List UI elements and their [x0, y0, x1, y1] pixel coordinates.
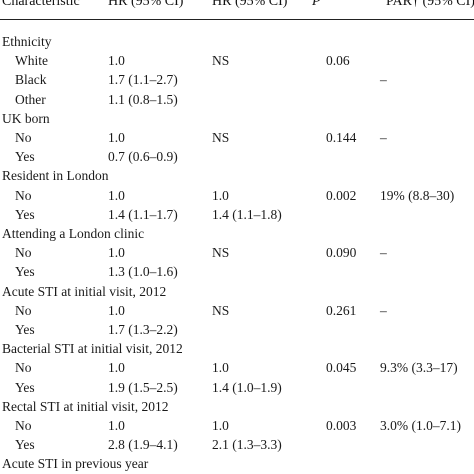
row-label: White — [15, 53, 48, 69]
header-hr-adjusted: HR (95% CI) — [212, 0, 288, 9]
row-label: Yes — [15, 264, 35, 280]
hr-unadjusted-cell: 1.0 — [108, 53, 125, 69]
par-cell: 19% (8.8–30) — [380, 187, 455, 203]
row-label: Yes — [15, 322, 35, 337]
row-label: Resident in London — [2, 168, 109, 184]
hr-adjusted-cell: NS — [212, 53, 230, 69]
row-label: Acute STI at initial visit, 2012 — [2, 283, 167, 299]
row-label: Attending a London clinic — [2, 226, 145, 241]
hr-unadjusted-cell: 2.8 (1.9–4.1) — [108, 437, 178, 453]
row-label: No — [15, 130, 32, 145]
hr-adjusted-cell: 2.1 (1.3–3.3) — [212, 437, 282, 453]
p-value-cell: 0.045 — [326, 360, 357, 376]
hr-unadjusted-cell: 0.7 (0.6–0.9) — [108, 149, 178, 165]
row-label: Rectal STI at initial visit, 2012 — [2, 398, 169, 414]
hr-unadjusted-cell: 1.0 — [108, 130, 125, 145]
row-label: No — [15, 360, 32, 376]
par-cell: – — [380, 245, 387, 261]
hr-adjusted-cell: 1.4 (1.1–1.8) — [212, 206, 282, 222]
hr-unadjusted-cell: 1.7 (1.1–2.7) — [108, 72, 178, 88]
row-label: Yes — [15, 379, 35, 395]
row-label: UK born — [2, 110, 50, 126]
hr-adjusted-cell: 1.0 — [212, 418, 229, 433]
hr-unadjusted-cell: 1.0 — [108, 187, 125, 203]
row-label: Yes — [15, 206, 35, 222]
row-label: Ethnicity — [2, 34, 52, 49]
par-cell: 9.3% (3.3–17) — [380, 360, 458, 376]
hr-unadjusted-cell: 1.0 — [108, 245, 125, 261]
hr-adjusted-cell: NS — [212, 245, 230, 261]
p-value-cell: 0.002 — [326, 187, 357, 203]
hr-adjusted-cell: NS — [212, 302, 230, 318]
p-value-cell: 0.003 — [326, 418, 357, 433]
hr-adjusted-cell: 1.4 (1.0–1.9) — [212, 379, 282, 395]
hr-unadjusted-cell: 1.7 (1.3–2.2) — [108, 322, 178, 337]
row-label: No — [15, 418, 32, 433]
p-value-cell: 0.090 — [326, 245, 357, 261]
header-p-value: P — [312, 0, 321, 9]
row-label: No — [15, 245, 32, 261]
header-divider — [0, 19, 474, 20]
par-cell: – — [380, 302, 387, 318]
hr-unadjusted-cell: 1.3 (1.0–1.6) — [108, 264, 178, 280]
p-value-cell: 0.144 — [326, 130, 357, 145]
p-value-cell: 0.06 — [326, 53, 350, 69]
row-label: No — [15, 302, 32, 318]
row-label: Acute STI in previous year — [2, 456, 149, 472]
par-cell: 3.0% (1.0–7.1) — [380, 418, 461, 433]
par-cell: – — [380, 130, 387, 145]
p-value-cell: 0.261 — [326, 302, 357, 318]
row-label: Yes — [15, 437, 35, 453]
row-label: No — [15, 187, 32, 203]
row-label: Yes — [15, 149, 35, 165]
header-characteristic: Characteristic — [2, 0, 80, 9]
hr-adjusted-cell: 1.0 — [212, 187, 229, 203]
hr-unadjusted-cell: 1.9 (1.5–2.5) — [108, 379, 178, 395]
row-label: Black — [15, 72, 47, 88]
row-label: Bacterial STI at initial visit, 2012 — [2, 341, 183, 357]
table-header: Characteristic HR (95% CI) HR (95% CI) P… — [0, 0, 474, 22]
header-par: PAR† (95% CI) — [386, 0, 474, 9]
header-hr-unadjusted: HR (95% CI) — [108, 0, 184, 9]
hr-unadjusted-cell: 1.1 (0.8–1.5) — [108, 91, 178, 107]
hr-adjusted-cell: NS — [212, 130, 230, 145]
row-label: Other — [15, 91, 46, 107]
hr-adjusted-cell: 1.0 — [212, 360, 229, 376]
par-cell: – — [380, 72, 387, 88]
hr-unadjusted-cell: 1.0 — [108, 302, 125, 318]
hr-unadjusted-cell: 1.0 — [108, 418, 125, 433]
hr-unadjusted-cell: 1.4 (1.1–1.7) — [108, 206, 178, 222]
hr-unadjusted-cell: 1.0 — [108, 360, 125, 376]
